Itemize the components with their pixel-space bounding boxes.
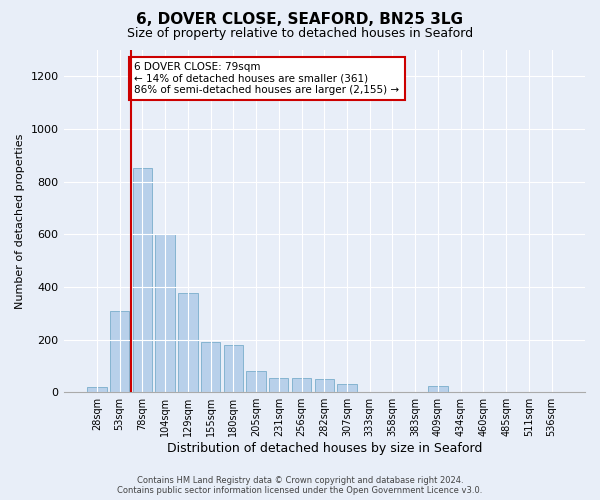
- Y-axis label: Number of detached properties: Number of detached properties: [15, 134, 25, 309]
- Bar: [428, 386, 448, 392]
- Text: Contains HM Land Registry data © Crown copyright and database right 2024.
Contai: Contains HM Land Registry data © Crown c…: [118, 476, 482, 495]
- Bar: [133, 168, 152, 392]
- Bar: [110, 310, 130, 392]
- Bar: [292, 378, 311, 392]
- Bar: [178, 294, 197, 392]
- Bar: [314, 379, 334, 392]
- Text: 6, DOVER CLOSE, SEAFORD, BN25 3LG: 6, DOVER CLOSE, SEAFORD, BN25 3LG: [137, 12, 464, 28]
- Bar: [337, 384, 356, 392]
- X-axis label: Distribution of detached houses by size in Seaford: Distribution of detached houses by size …: [167, 442, 482, 455]
- Text: Size of property relative to detached houses in Seaford: Size of property relative to detached ho…: [127, 28, 473, 40]
- Bar: [155, 234, 175, 392]
- Bar: [201, 342, 220, 392]
- Bar: [224, 345, 243, 392]
- Text: 6 DOVER CLOSE: 79sqm
← 14% of detached houses are smaller (361)
86% of semi-deta: 6 DOVER CLOSE: 79sqm ← 14% of detached h…: [134, 62, 400, 95]
- Bar: [87, 387, 107, 392]
- Bar: [269, 378, 289, 392]
- Bar: [247, 371, 266, 392]
